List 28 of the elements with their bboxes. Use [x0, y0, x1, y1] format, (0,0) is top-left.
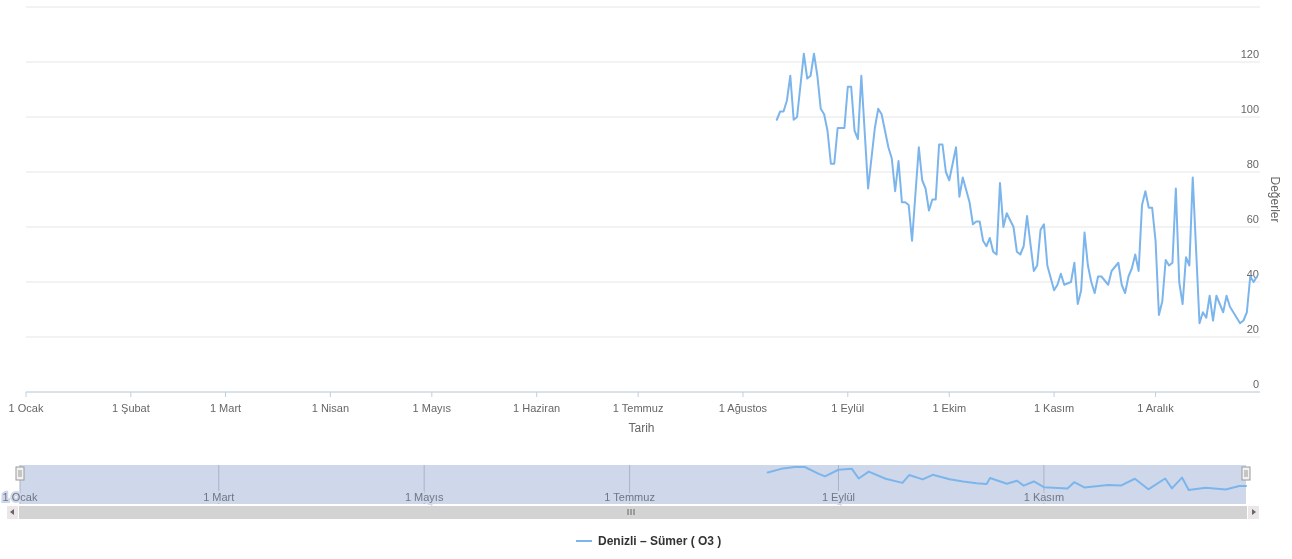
x-tick-label: 1 Nisan: [311, 402, 350, 414]
x-tick-label: 1 Temmuz: [612, 402, 664, 414]
x-tick-label: 1 Mart: [203, 491, 235, 503]
y-tick-label: 80: [1246, 158, 1259, 170]
x-tick-label: 1 Şubat: [111, 402, 150, 414]
x-tick-label: 1 Eylül: [821, 491, 855, 503]
x-tick-label: 1 Mayıs: [412, 402, 452, 414]
y-axis-title: Değerler: [1268, 176, 1282, 223]
x-tick-label: 1 Aralık: [1137, 402, 1175, 414]
y-tick-label: 60: [1246, 213, 1259, 225]
x-axis-title: Tarih: [628, 421, 655, 435]
x-tick-label: 1 Ocak: [8, 402, 44, 414]
legend-label: Denizli – Sümer ( O3 ): [598, 534, 722, 548]
y-tick-label: 0: [1252, 378, 1259, 390]
x-tick-label: 1 Temmuz: [604, 491, 655, 503]
x-tick-label: 1 Eylül: [831, 402, 865, 414]
y-tick-label: 40: [1246, 268, 1259, 280]
x-tick-label: 1 Kasım: [1033, 402, 1075, 414]
y-tick-label: 20: [1246, 323, 1259, 335]
x-tick-label: 1 Ocak: [2, 491, 38, 503]
x-tick-label: 1 Haziran: [513, 402, 561, 414]
x-tick-label: 1 Mayıs: [404, 491, 444, 503]
x-tick-label: 1 Ağustos: [718, 402, 768, 414]
y-tick-label: 100: [1240, 103, 1259, 115]
x-tick-label: 1 Kasım: [1023, 491, 1065, 503]
x-tick-label: 1 Ekim: [932, 402, 967, 414]
x-tick-label: 1 Mart: [209, 402, 242, 414]
y-tick-label: 120: [1240, 48, 1259, 60]
